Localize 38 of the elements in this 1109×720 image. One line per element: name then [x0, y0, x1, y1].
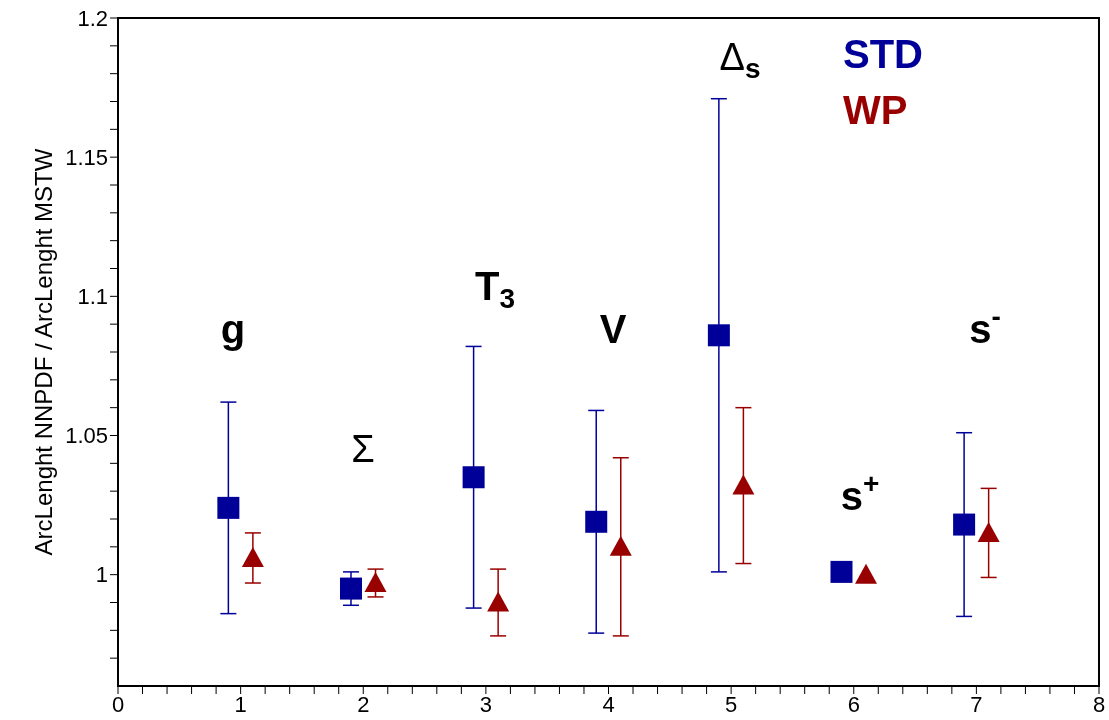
point	[462, 466, 485, 489]
point	[339, 577, 362, 600]
x-tick-label: 7	[970, 691, 983, 717]
text: STD	[843, 32, 923, 76]
y-tick-label: 1.05	[65, 423, 108, 449]
annotation: g	[220, 307, 246, 351]
point	[609, 535, 632, 556]
y-tick-label: 1.2	[77, 5, 108, 31]
annotation: s$^{-}$	[969, 301, 1001, 351]
point	[487, 591, 510, 612]
annotation: Δ$_{s}$	[719, 36, 761, 85]
point	[585, 510, 608, 533]
point	[707, 324, 730, 347]
annotation: V	[599, 307, 627, 351]
x-tick-label: 0	[111, 691, 125, 717]
x-tick-label: 6	[847, 691, 860, 717]
point	[732, 474, 755, 495]
point	[855, 563, 878, 584]
y-tick-label: 1.15	[65, 144, 108, 170]
annotation: T$_{3}$	[474, 264, 516, 315]
point	[241, 546, 264, 567]
point	[977, 521, 1000, 542]
y-tick-label: 1	[95, 562, 108, 588]
point	[953, 513, 976, 536]
point	[830, 560, 853, 583]
x-tick-label: 8	[1092, 691, 1106, 717]
point	[217, 496, 240, 519]
x-tick-label: 1	[234, 691, 247, 717]
text: WP	[843, 88, 908, 132]
annotation: s$^{+}$	[840, 468, 880, 518]
annotation: Σ	[351, 428, 375, 470]
point	[364, 572, 387, 593]
x-tick-label: 3	[479, 691, 492, 717]
y-tick-label: 1.1	[77, 284, 108, 310]
x-tick-label: 2	[357, 691, 370, 717]
y-axis-title: ArcLenght NNPDF / ArcLenght MSTW	[29, 148, 57, 556]
x-tick-label: 4	[602, 691, 615, 717]
x-tick-label: 5	[725, 691, 738, 717]
